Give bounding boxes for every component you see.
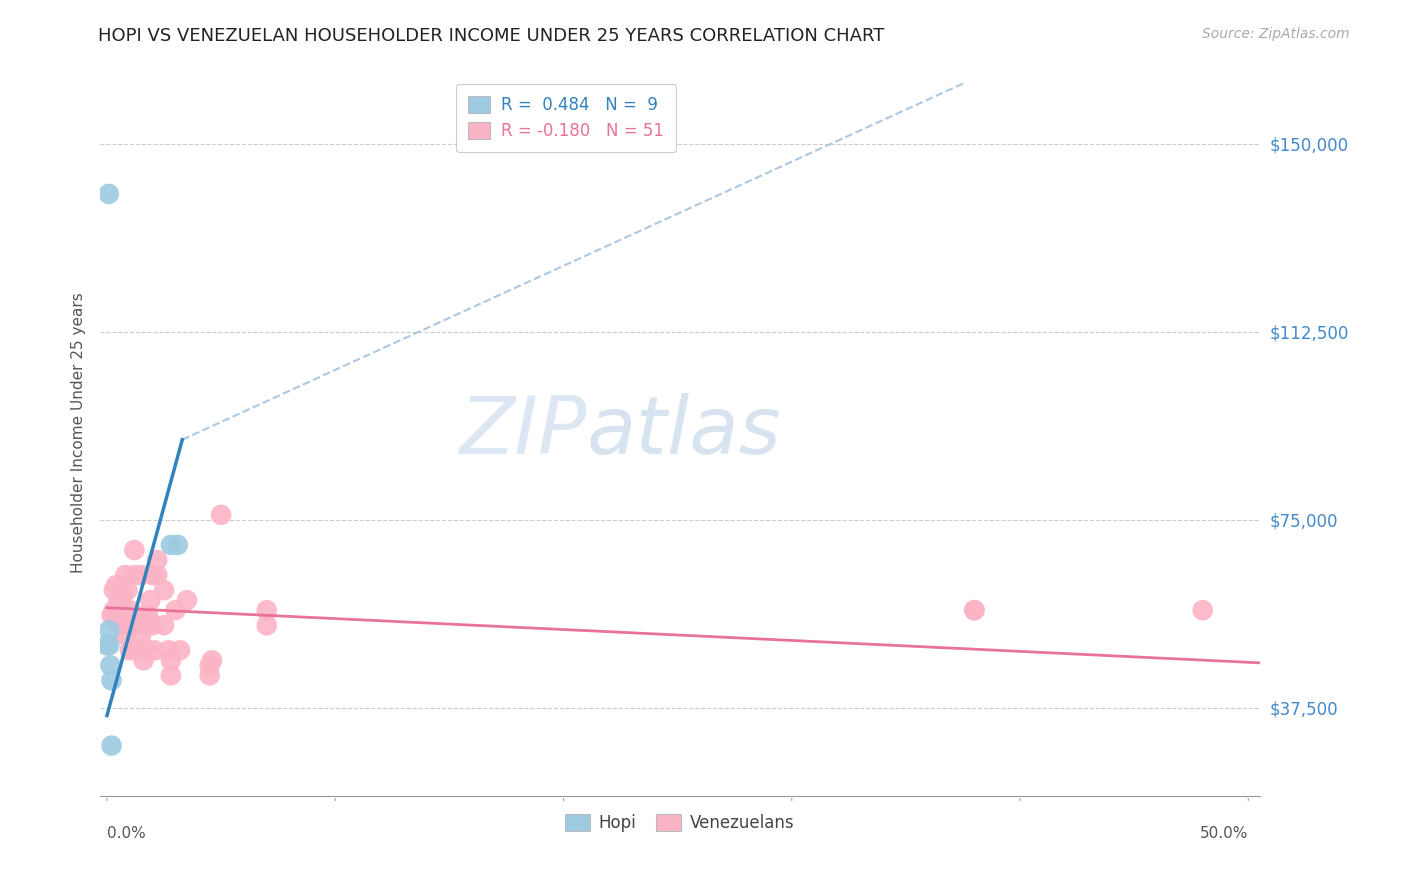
Point [114,568,136,582]
Point [169,643,191,657]
Point [118,603,141,617]
Point [160,653,183,667]
Point [114,628,136,642]
Point [153,618,176,632]
Point [98,638,121,652]
Point [125,618,148,632]
Point [132,653,155,667]
Point [103,603,125,617]
Point [100,608,122,623]
Point [111,588,134,602]
Point [1191,603,1213,617]
Point [139,593,162,607]
Point [103,583,125,598]
Point [157,643,180,657]
Point [209,508,232,522]
Point [256,618,278,632]
Point [198,668,221,682]
Text: atlas: atlas [588,393,782,471]
Y-axis label: Householder Income Under 25 years: Householder Income Under 25 years [72,292,86,573]
Point [100,658,122,673]
Point [963,603,986,617]
Point [142,618,165,632]
Point [142,568,165,582]
Point [129,628,152,642]
Point [129,568,152,582]
Text: Source: ZipAtlas.com: Source: ZipAtlas.com [1202,27,1350,41]
Point [100,673,122,688]
Point [97,186,120,201]
Point [256,603,278,617]
Point [100,739,122,753]
Point [124,543,146,558]
Point [146,553,169,567]
Text: HOPI VS VENEZUELAN HOUSEHOLDER INCOME UNDER 25 YEARS CORRELATION CHART: HOPI VS VENEZUELAN HOUSEHOLDER INCOME UN… [98,27,884,45]
Point [117,583,139,598]
Point [98,624,121,638]
Point [166,538,188,552]
Text: 50.0%: 50.0% [1199,826,1249,841]
Point [105,578,128,592]
Point [118,643,141,657]
Point [125,643,148,657]
Point [136,608,159,623]
Point [132,608,155,623]
Point [96,638,118,652]
Point [143,643,166,657]
Legend: Hopi, Venezuelans: Hopi, Venezuelans [558,807,801,838]
Point [135,618,157,632]
Point [107,608,129,623]
Point [117,618,139,632]
Point [153,583,176,598]
Point [176,593,198,607]
Point [107,593,129,607]
Point [963,603,986,617]
Point [111,603,134,617]
Point [165,603,187,617]
Point [105,613,128,627]
Point [201,653,224,667]
Point [146,568,169,582]
Point [136,643,159,657]
Text: 0.0%: 0.0% [107,826,146,841]
Point [124,568,146,582]
Point [160,668,183,682]
Text: ZIP: ZIP [460,393,588,471]
Point [110,618,132,632]
Point [198,658,221,673]
Point [110,583,132,598]
Point [160,538,183,552]
